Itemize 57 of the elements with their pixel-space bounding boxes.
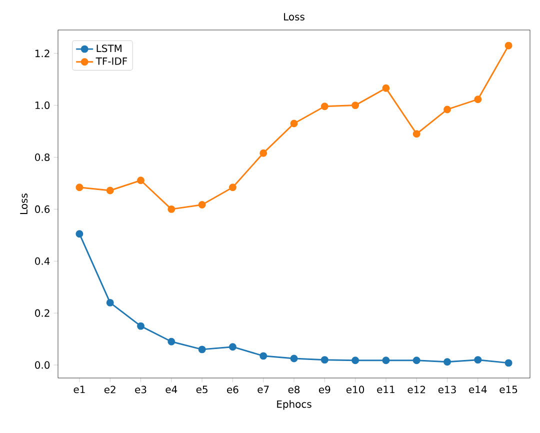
x-tick-label: e15	[500, 386, 518, 394]
point	[320, 356, 328, 364]
point	[352, 356, 360, 364]
chart-title: Loss	[284, 13, 304, 20]
legend-label: TF-IDF	[96, 57, 128, 65]
point	[444, 106, 451, 114]
point	[228, 184, 236, 192]
y-tick-label: 0.4	[35, 257, 50, 265]
point	[412, 130, 420, 138]
x-tick-label: e2	[104, 386, 116, 394]
point	[137, 176, 144, 184]
point	[168, 338, 176, 346]
x-tick-label: e14	[469, 386, 487, 394]
x-tick-label: e12	[408, 386, 426, 394]
point	[260, 352, 268, 360]
point	[382, 84, 390, 92]
x-tick-label: e3	[135, 386, 146, 394]
point	[106, 186, 114, 194]
point	[76, 184, 84, 192]
point	[290, 120, 298, 128]
point	[137, 322, 144, 330]
point	[504, 359, 512, 367]
x-tick-label: e6	[227, 386, 238, 394]
x-tick-label: e5	[196, 386, 208, 394]
x-tick-label: e7	[258, 386, 269, 394]
x-tick-label: e4	[166, 386, 178, 394]
y-tick-label: 0.0	[35, 361, 50, 369]
point	[228, 343, 236, 351]
point	[382, 356, 390, 364]
legend-label: LSTM	[96, 44, 122, 52]
y-axis-title: Loss	[20, 194, 28, 214]
point	[198, 201, 206, 209]
point	[320, 102, 328, 110]
point	[352, 102, 360, 110]
point	[76, 230, 84, 238]
x-tick-label: e1	[74, 386, 85, 394]
x-tick-label: e10	[346, 386, 364, 394]
point	[474, 96, 482, 104]
x-axis-title: Ephocs	[277, 400, 312, 410]
point	[168, 205, 176, 213]
y-tick-label: 0.6	[35, 205, 50, 213]
point	[106, 298, 114, 306]
point	[444, 358, 451, 366]
x-tick-label: e8	[288, 386, 300, 394]
point	[474, 356, 482, 364]
point	[504, 42, 512, 50]
y-tick-label: 0.2	[35, 309, 50, 317]
y-tick-label: 1.2	[35, 50, 50, 58]
point	[198, 346, 206, 354]
y-tick-label: 0.8	[35, 153, 50, 162]
point	[290, 354, 298, 362]
y-tick-label: 1.0	[35, 102, 50, 110]
x-tick-label: e9	[318, 386, 330, 394]
point	[412, 356, 420, 364]
x-tick-label: e11	[377, 386, 394, 394]
point	[260, 149, 268, 157]
x-tick-label: e13	[438, 386, 456, 394]
